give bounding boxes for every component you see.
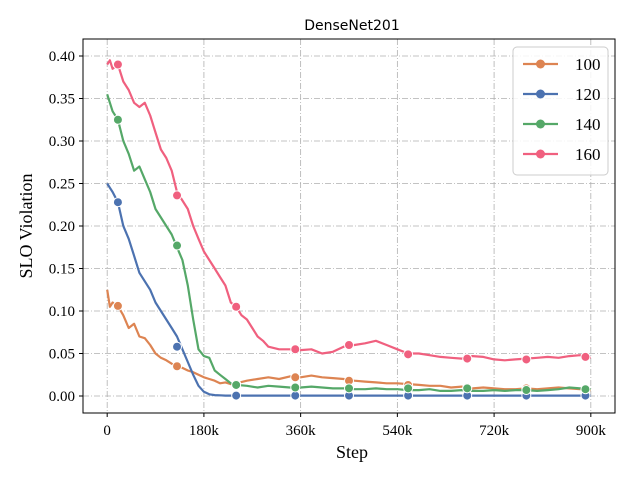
y-tick-label: 0.00 — [49, 389, 75, 405]
series-160 — [106, 59, 592, 365]
data-point-140 — [344, 383, 354, 394]
x-tick-label: 0 — [103, 423, 111, 439]
legend-label-100: 100 — [575, 55, 601, 74]
legend-label-160: 160 — [575, 145, 601, 164]
y-tick-label: 0.30 — [49, 134, 75, 150]
y-tick-label: 0.25 — [49, 177, 75, 193]
data-point-140 — [112, 114, 123, 125]
data-point-160 — [462, 353, 473, 364]
y-tick-label: 0.05 — [49, 347, 75, 363]
data-point-100 — [290, 372, 301, 383]
data-point-160 — [172, 190, 183, 201]
data-point-160 — [231, 301, 242, 312]
data-point-100 — [172, 361, 183, 372]
chart-title: DenseNet201 — [304, 18, 399, 34]
legend-marker-100 — [536, 59, 545, 69]
series-line-120 — [106, 182, 591, 397]
legend-frame — [512, 46, 609, 176]
x-tick-label: 180k — [189, 423, 220, 439]
data-point-140 — [231, 379, 242, 390]
legend-label-120: 120 — [575, 85, 601, 104]
legend-marker-120 — [536, 89, 545, 99]
series-120 — [106, 182, 591, 401]
y-axis-label: SLO Violation — [16, 173, 36, 278]
series-layer — [106, 59, 592, 401]
data-point-140 — [521, 385, 532, 396]
data-point-140 — [580, 384, 591, 395]
y-tick-label: 0.15 — [49, 262, 75, 278]
data-point-120 — [112, 197, 123, 208]
data-point-160 — [344, 340, 354, 350]
data-point-140 — [403, 383, 414, 394]
data-point-140 — [172, 240, 183, 251]
legend-marker-140 — [536, 119, 545, 129]
data-point-160 — [403, 349, 414, 360]
y-tick-label: 0.20 — [49, 219, 75, 235]
data-point-100 — [112, 300, 123, 311]
y-axis: 0.00 0.05 0.10 0.15 0.20 0.25 0.30 0.35 0.40 — [49, 49, 83, 405]
y-tick-label: 0.10 — [49, 304, 75, 320]
data-point-140 — [290, 382, 301, 393]
series-140 — [106, 93, 591, 396]
series-line-140 — [106, 93, 591, 392]
data-point-120 — [231, 390, 242, 401]
legend-label-140: 140 — [575, 115, 601, 134]
y-tick-label: 0.40 — [49, 49, 75, 65]
series-line-100 — [106, 289, 591, 392]
data-point-120 — [172, 341, 183, 352]
data-point-160 — [521, 354, 532, 365]
x-tick-label: 900k — [576, 423, 607, 439]
data-point-140 — [462, 383, 473, 394]
data-point-160 — [112, 59, 123, 70]
data-point-160 — [580, 351, 591, 362]
x-tick-label: 540k — [382, 423, 413, 439]
x-axis-label: Step — [336, 442, 368, 462]
y-tick-label: 0.35 — [49, 92, 75, 108]
x-tick-label: 360k — [286, 423, 317, 439]
legend: 100 120 140 160 — [512, 46, 609, 176]
data-point-160 — [290, 344, 301, 355]
x-axis: 0 180k 360k 540k 720k 900k — [103, 413, 606, 439]
legend-marker-160 — [536, 149, 545, 159]
x-tick-label: 720k — [479, 423, 510, 439]
series-line-160 — [106, 59, 592, 362]
